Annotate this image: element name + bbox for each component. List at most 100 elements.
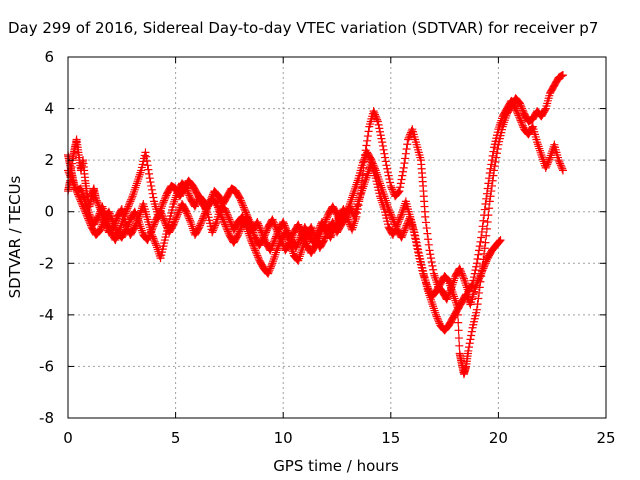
data-point	[327, 230, 336, 239]
data-point	[333, 218, 341, 227]
data-point	[70, 181, 79, 190]
data-point	[453, 303, 462, 312]
data-point	[292, 243, 301, 252]
data-point	[145, 230, 154, 239]
data-point	[541, 105, 550, 114]
data-point	[257, 228, 266, 237]
data-point	[68, 176, 77, 185]
data-point	[159, 214, 168, 223]
y-tick-label: 0	[44, 203, 54, 221]
data-point	[125, 199, 134, 208]
data-point	[206, 195, 215, 204]
data-point	[515, 113, 524, 122]
data-point	[273, 229, 282, 238]
data-point	[430, 306, 439, 315]
data-point	[294, 222, 303, 231]
data-point	[380, 149, 389, 158]
data-point	[346, 197, 355, 206]
data-point	[104, 207, 113, 216]
data-point	[427, 257, 436, 266]
data-point	[375, 124, 384, 133]
data-point	[161, 219, 170, 228]
data-point	[130, 207, 139, 216]
data-point	[383, 164, 392, 173]
data-point	[155, 251, 164, 260]
data-point	[144, 234, 153, 243]
data-point	[469, 276, 478, 285]
data-point	[148, 189, 157, 198]
data-point	[208, 226, 217, 235]
data-point	[143, 161, 152, 170]
data-point	[397, 175, 406, 184]
data-point	[234, 230, 243, 239]
data-point	[185, 216, 194, 225]
data-point	[65, 169, 74, 178]
data-point	[461, 279, 470, 288]
data-point	[446, 286, 455, 295]
data-point	[313, 228, 322, 237]
data-point	[456, 266, 465, 275]
data-point	[279, 219, 288, 228]
data-point	[404, 133, 413, 142]
data-point	[403, 140, 412, 149]
data-point	[398, 231, 407, 240]
data-point	[282, 224, 291, 233]
data-point	[271, 250, 280, 259]
data-point	[244, 215, 253, 224]
data-point	[311, 233, 320, 242]
data-point	[466, 335, 475, 344]
data-point	[184, 212, 193, 221]
data-point	[400, 159, 409, 168]
data-point	[367, 156, 376, 165]
data-point	[270, 220, 279, 229]
data-point	[460, 276, 469, 285]
data-point	[128, 192, 137, 201]
data-point	[487, 160, 496, 169]
data-point	[238, 199, 247, 208]
data-point	[490, 162, 499, 171]
data-point	[373, 117, 382, 126]
data-point	[378, 138, 387, 147]
y-axis-label: SDTVAR / TECUs	[6, 175, 24, 298]
grid-lines	[68, 57, 606, 418]
x-tick-label: 20	[489, 429, 508, 447]
data-point	[395, 187, 404, 196]
data-point	[269, 254, 278, 263]
data-point	[444, 291, 453, 300]
data-point	[363, 132, 372, 141]
data-point	[453, 310, 462, 319]
data-point	[514, 111, 523, 120]
data-point	[214, 205, 223, 214]
data-point	[296, 233, 305, 242]
data-point	[295, 235, 304, 244]
data-point	[269, 237, 278, 246]
data-point	[355, 197, 364, 206]
data-point	[413, 244, 422, 253]
data-point	[393, 188, 402, 197]
data-point	[258, 230, 267, 239]
data-point	[131, 221, 140, 230]
data-point	[249, 242, 258, 251]
data-point	[112, 232, 121, 241]
data-point	[113, 230, 122, 239]
data-point	[480, 249, 489, 258]
data-point	[149, 222, 158, 231]
data-point	[464, 346, 473, 355]
data-point	[217, 212, 226, 221]
data-point	[454, 326, 463, 335]
data-point	[402, 144, 411, 153]
data-point	[511, 104, 520, 113]
data-point	[368, 159, 377, 168]
data-point	[426, 250, 435, 259]
data-point	[149, 193, 158, 202]
data-point	[326, 233, 335, 242]
y-tick-label: 6	[44, 48, 54, 66]
data-point	[218, 215, 227, 224]
data-point	[398, 205, 407, 214]
data-point	[150, 218, 159, 227]
data-point	[376, 131, 385, 140]
data-point	[424, 235, 433, 244]
data-point	[485, 204, 494, 213]
data-point	[170, 218, 179, 227]
data-point	[169, 220, 178, 229]
